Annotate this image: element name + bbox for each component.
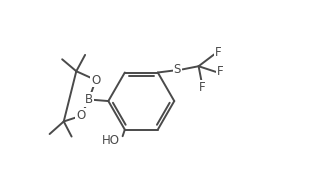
- Text: S: S: [174, 64, 181, 76]
- Text: F: F: [198, 81, 205, 94]
- Text: B: B: [85, 93, 93, 106]
- Text: O: O: [91, 73, 100, 87]
- Text: O: O: [76, 109, 86, 122]
- Text: F: F: [215, 46, 222, 59]
- Text: HO: HO: [102, 134, 120, 147]
- Text: F: F: [217, 65, 223, 78]
